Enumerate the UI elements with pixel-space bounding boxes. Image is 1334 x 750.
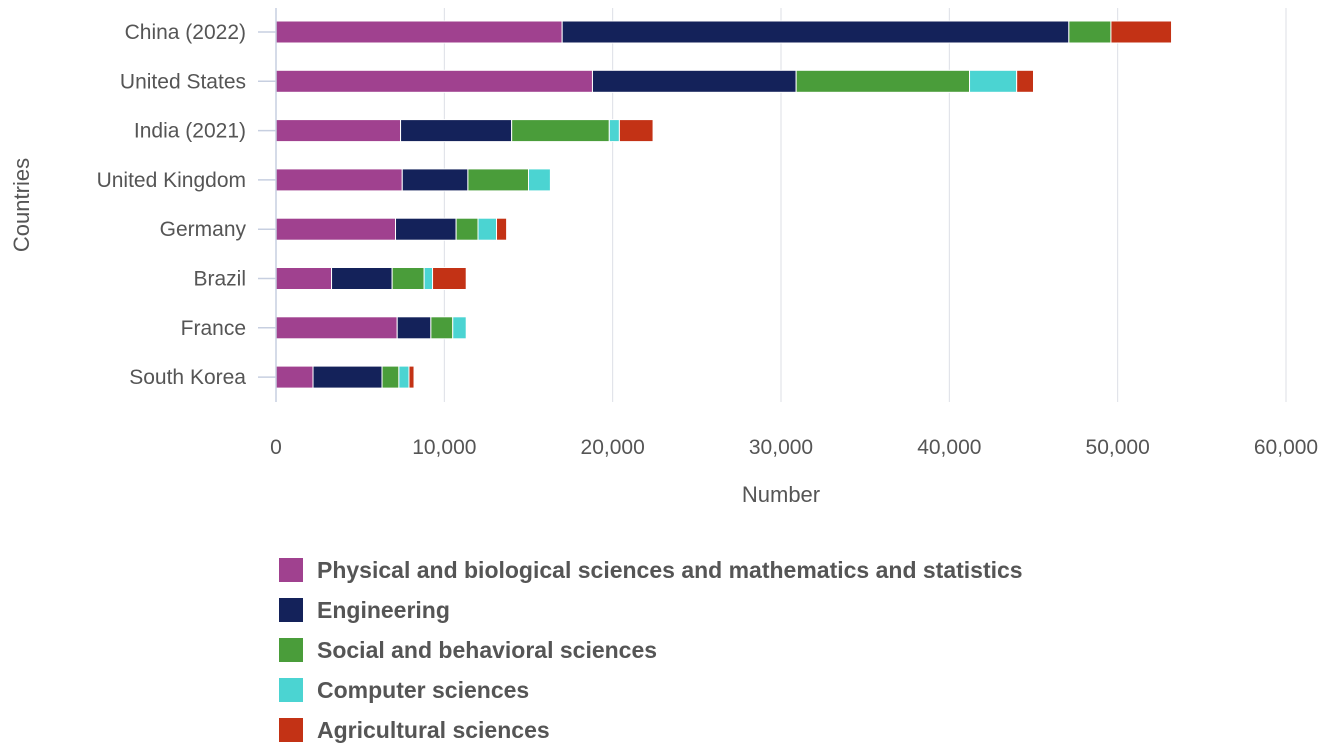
legend-swatch xyxy=(279,558,303,582)
legend-swatch xyxy=(279,598,303,622)
legend-label: Computer sciences xyxy=(317,676,530,703)
bar-segment xyxy=(275,119,402,143)
x-tick-label: 50,000 xyxy=(1086,436,1150,459)
legend-label: Social and behavioral sciences xyxy=(317,636,658,663)
legend-label: Engineering xyxy=(317,596,450,623)
x-tick-label: 10,000 xyxy=(412,436,476,459)
y-tick-label: India (2021) xyxy=(134,120,246,143)
legend: Physical and biological sciences and mat… xyxy=(279,550,1279,750)
x-tick-label: 30,000 xyxy=(749,436,813,459)
bar-segment xyxy=(618,119,654,143)
x-axis-title: Number xyxy=(742,482,820,507)
legend-swatch xyxy=(279,678,303,702)
x-tick-label: 0 xyxy=(270,436,282,459)
bar-segment xyxy=(432,267,467,290)
bar-segment xyxy=(275,365,314,389)
gridlines xyxy=(443,8,1287,402)
y-tick-label: France xyxy=(181,317,246,340)
bar-segment xyxy=(408,365,415,389)
bar-segment xyxy=(395,217,457,241)
bar-segment xyxy=(467,168,529,192)
bar-segment xyxy=(496,217,508,241)
x-tick-label: 20,000 xyxy=(581,436,645,459)
bar-segment xyxy=(511,119,610,143)
bar-segment xyxy=(275,267,333,290)
bar-segment xyxy=(1110,20,1173,44)
legend-swatch xyxy=(279,718,303,742)
bar-segment xyxy=(969,69,1018,93)
bar-segment xyxy=(275,316,398,340)
bar-segment xyxy=(455,217,479,241)
legend-item[interactable]: Social and behavioral sciences xyxy=(279,630,1279,670)
y-tick-label: Germany xyxy=(160,218,247,241)
bar-segment xyxy=(398,365,410,389)
bar-segment xyxy=(477,217,498,241)
bar-segment xyxy=(401,168,469,192)
bar-segment xyxy=(430,316,454,340)
bar-segment xyxy=(275,69,593,93)
bar-segment xyxy=(591,69,797,93)
legend-item[interactable]: Engineering xyxy=(279,590,1279,630)
legend-swatch xyxy=(279,638,303,662)
legend-item[interactable]: Physical and biological sciences and mat… xyxy=(279,550,1279,590)
bar-segment xyxy=(1068,20,1112,44)
y-axis-title: Countries xyxy=(9,158,34,252)
bar-segment xyxy=(452,316,467,340)
bar-segment xyxy=(528,168,551,192)
y-tick-label: Brazil xyxy=(193,268,246,291)
bar-segment xyxy=(391,267,425,290)
x-tick-label: 60,000 xyxy=(1254,436,1318,459)
bar-segment xyxy=(275,168,403,192)
legend-label: Physical and biological sciences and mat… xyxy=(317,556,1023,583)
y-tick-label: United States xyxy=(120,70,246,93)
y-tick-label: China (2022) xyxy=(125,21,246,44)
bar-segment xyxy=(275,20,563,44)
bars xyxy=(275,20,1173,389)
bar-segment xyxy=(400,119,513,143)
bar-segment xyxy=(608,119,620,143)
legend-label: Agricultural sciences xyxy=(317,716,550,743)
bar-segment xyxy=(396,316,432,340)
bar-segment xyxy=(423,267,434,290)
legend-item[interactable]: Computer sciences xyxy=(279,670,1279,710)
bar-segment xyxy=(1016,69,1035,93)
bar-segment xyxy=(312,365,383,389)
bar-segment xyxy=(275,217,397,241)
bar-segment xyxy=(381,365,400,389)
y-tick-label: South Korea xyxy=(129,366,246,389)
bar-segment xyxy=(561,20,1070,44)
bar-segment xyxy=(331,267,393,290)
legend-item[interactable]: Agricultural sciences xyxy=(279,710,1279,750)
axes: 0 10,000 20,000 30,000 40,000 50,000 60,000 Chi… xyxy=(97,8,1318,459)
y-tick-label: United Kingdom xyxy=(97,169,246,192)
x-tick-label: 40,000 xyxy=(917,436,981,459)
bar-segment xyxy=(795,69,971,93)
